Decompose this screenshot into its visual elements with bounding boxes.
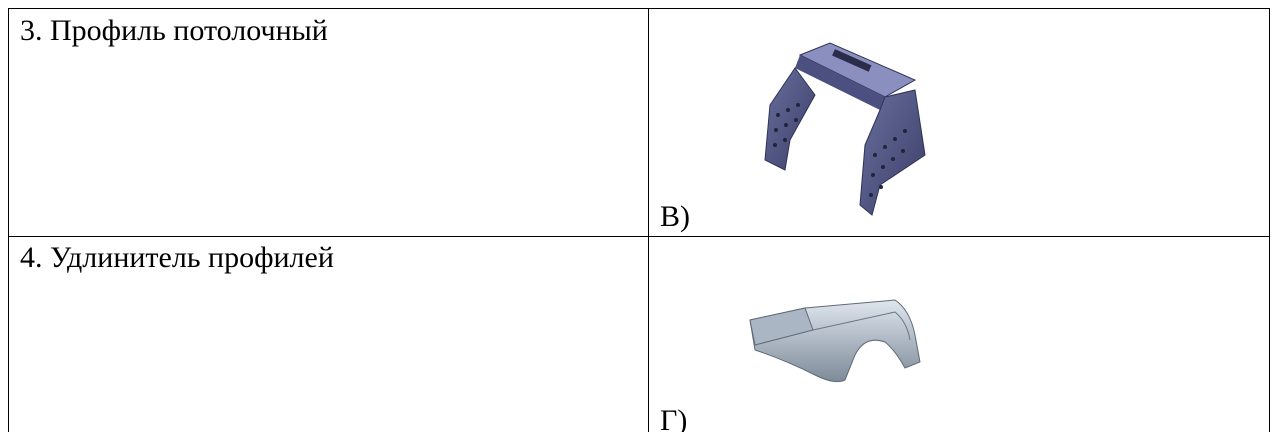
table-border: [1269, 8, 1270, 432]
table-border: [8, 8, 1270, 9]
cell-text: В): [660, 200, 690, 233]
connector-image: [749, 299, 921, 383]
cell-text: Г): [660, 404, 688, 432]
table-border: [8, 8, 9, 432]
table-border: [8, 236, 1270, 237]
table-border: [648, 8, 649, 432]
cell-text: 3. Профиль потолочный: [20, 14, 328, 47]
bracket-image: [764, 42, 926, 216]
cell-text: 4. Удлинитель профилей: [20, 241, 334, 274]
